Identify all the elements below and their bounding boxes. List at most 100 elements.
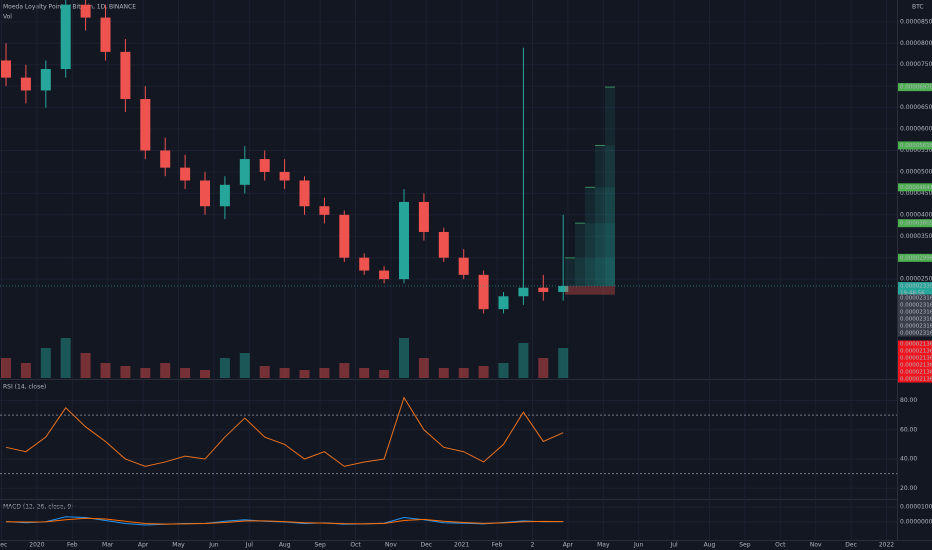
x-tick-label: Nov bbox=[385, 542, 397, 549]
candle-body bbox=[140, 99, 151, 151]
x-tick-label: 2020 bbox=[29, 542, 44, 549]
candle-body bbox=[438, 231, 449, 258]
candle-body bbox=[399, 201, 409, 280]
price-box bbox=[898, 354, 932, 362]
last-price-label: 0.00002339 bbox=[900, 284, 932, 290]
price-box bbox=[898, 308, 932, 316]
volume-bar bbox=[239, 353, 250, 378]
price-box bbox=[898, 141, 932, 150]
price-box-label: 0.00005618 bbox=[900, 143, 932, 149]
volume-bar bbox=[120, 366, 131, 378]
price-box-label: 0.00002136 bbox=[900, 377, 932, 383]
price-box bbox=[898, 322, 932, 330]
price-box bbox=[898, 294, 932, 302]
candle-body bbox=[160, 150, 171, 168]
candle-body bbox=[498, 296, 509, 310]
volume-bar bbox=[200, 370, 210, 378]
rsi-title: RSI (14, close) bbox=[3, 384, 46, 391]
target-zone bbox=[585, 187, 615, 287]
candle-body bbox=[538, 287, 549, 292]
candle-body bbox=[259, 159, 270, 172]
volume-bar bbox=[180, 368, 191, 378]
price-box-label: 0.00002136 bbox=[900, 349, 932, 355]
price-box bbox=[898, 368, 932, 376]
indicator-line bbox=[5, 517, 564, 525]
candle-body bbox=[239, 159, 250, 185]
candle-body bbox=[518, 287, 529, 297]
x-tick-label: Jun bbox=[208, 542, 219, 549]
volume-bar bbox=[299, 370, 310, 378]
countdown-label: 19:48:56 bbox=[900, 291, 925, 297]
x-tick-label: Jun bbox=[633, 542, 644, 549]
volume-bar bbox=[140, 368, 151, 378]
price-box-label: 0.00002316 bbox=[900, 296, 932, 302]
target-zone bbox=[565, 257, 615, 287]
candle-body bbox=[279, 171, 290, 181]
x-tick-label: May bbox=[172, 542, 185, 549]
y-tick-label: 0.00000000 bbox=[900, 519, 932, 526]
candle-body bbox=[299, 180, 310, 207]
candle-body bbox=[219, 184, 230, 207]
y-tick-label: 20.00 bbox=[900, 485, 917, 492]
price-box-label: 0.00002316 bbox=[900, 331, 932, 337]
x-tick-label: Dec bbox=[420, 542, 432, 549]
x-tick-label: Aug bbox=[704, 542, 716, 549]
x-tick-label: Aug bbox=[279, 542, 291, 549]
candle-body bbox=[558, 286, 569, 292]
price-box bbox=[898, 347, 932, 355]
candle-body bbox=[379, 270, 390, 280]
candle-body bbox=[359, 257, 370, 271]
volume-bar bbox=[518, 343, 529, 378]
price-box bbox=[898, 219, 932, 228]
volume-bar bbox=[20, 363, 31, 378]
volume-bar bbox=[1, 358, 11, 378]
volume-bar bbox=[339, 363, 350, 378]
volume-bar bbox=[100, 363, 111, 378]
x-tick-label: Feb bbox=[492, 542, 503, 549]
volume-bar bbox=[279, 368, 290, 378]
price-box-label: 0.00002316 bbox=[900, 303, 932, 309]
price-box bbox=[898, 253, 932, 262]
last-price-box bbox=[898, 282, 932, 298]
candle-body bbox=[478, 274, 489, 310]
volume-bar bbox=[60, 338, 71, 378]
x-tick-label: Sep bbox=[739, 542, 751, 549]
x-tick-label: Oct bbox=[350, 542, 361, 549]
volume-bar bbox=[40, 348, 51, 378]
x-tick-label: Feb bbox=[67, 542, 78, 549]
price-box-label: 0.00003805 bbox=[900, 221, 932, 227]
price-box bbox=[898, 183, 932, 192]
candle-body bbox=[20, 77, 31, 91]
price-box bbox=[898, 340, 932, 348]
candle-body bbox=[319, 206, 330, 215]
volume-bar bbox=[438, 368, 449, 378]
x-tick-label: Dec bbox=[0, 542, 7, 549]
x-tick-label: 2 bbox=[531, 542, 535, 549]
y-tick-label: 60.00 bbox=[900, 426, 917, 433]
price-box bbox=[898, 375, 932, 383]
candle-body bbox=[458, 257, 469, 275]
y-tick-label: 40.00 bbox=[900, 456, 917, 463]
price-box bbox=[898, 361, 932, 369]
price-box-label: 0.00002996 bbox=[900, 255, 932, 261]
x-tick-label: Nov bbox=[810, 542, 822, 549]
volume-bar bbox=[219, 358, 230, 378]
price-box-label: 0.00002136 bbox=[900, 363, 932, 369]
volume-bar bbox=[478, 366, 489, 378]
volume-bar bbox=[160, 363, 171, 378]
price-box-label: 0.00002316 bbox=[900, 317, 932, 323]
volume-label: Vol bbox=[3, 14, 12, 21]
price-box bbox=[898, 83, 932, 92]
candle-body bbox=[180, 167, 191, 181]
